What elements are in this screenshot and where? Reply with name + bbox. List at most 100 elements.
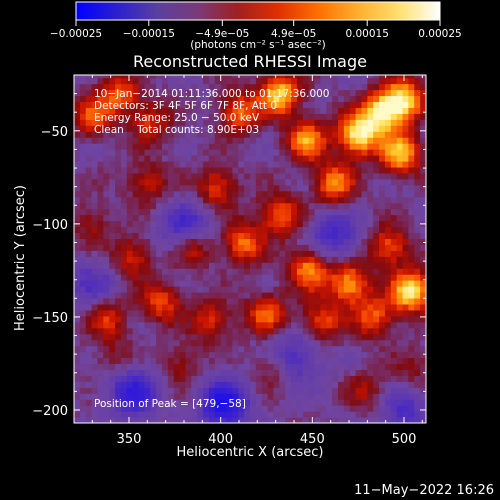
- heatmap-cell: [91, 351, 99, 359]
- heatmap-cell: [97, 327, 104, 335]
- heatmap-cell: [390, 226, 398, 234]
- heatmap-cell: [250, 345, 257, 353]
- heatmap-cell: [244, 357, 251, 365]
- heatmap-cell: [197, 250, 204, 257]
- heatmap-cell: [79, 399, 87, 406]
- heatmap-cell: [308, 303, 316, 311]
- heatmap-cell: [109, 208, 116, 216]
- heatmap-cell: [115, 208, 122, 216]
- heatmap-cell: [296, 214, 304, 222]
- heatmap-cell: [232, 107, 239, 114]
- heatmap-cell: [320, 95, 327, 103]
- heatmap-cell: [144, 375, 151, 382]
- heatmap-cell: [402, 405, 409, 412]
- heatmap-cell: [197, 172, 204, 180]
- heatmap-cell: [74, 107, 81, 114]
- heatmap-cell: [150, 77, 157, 85]
- heatmap-cell: [85, 89, 93, 97]
- heatmap-cell: [291, 107, 298, 114]
- heatmap-cell: [279, 125, 286, 132]
- heatmap-cell: [414, 184, 421, 192]
- heatmap-cell: [191, 357, 198, 365]
- heatmap-cell: [208, 345, 216, 353]
- heatmap-cell: [338, 95, 345, 103]
- heatmap-cell: [302, 166, 310, 174]
- heatmap-cell: [296, 226, 304, 234]
- heatmap-cell: [162, 160, 169, 168]
- heatmap-cell: [379, 131, 386, 138]
- heatmap-cell: [273, 387, 280, 394]
- heatmap-cell: [185, 89, 192, 97]
- heatmap-cell: [420, 327, 426, 335]
- heatmap-cell: [203, 214, 210, 222]
- heatmap-cell: [314, 321, 321, 329]
- heatmap-cell: [185, 190, 192, 198]
- heatmap-cell: [197, 155, 204, 162]
- heatmap-cell: [261, 411, 269, 418]
- heatmap-cell: [332, 393, 339, 400]
- heatmap-cell: [343, 220, 351, 228]
- heatmap-cell: [197, 95, 204, 103]
- heatmap-cell: [191, 363, 198, 371]
- heatmap-cell: [214, 399, 222, 406]
- heatmap-cell: [384, 250, 392, 257]
- heatmap-cell: [91, 339, 99, 347]
- heatmap-cell: [414, 89, 421, 97]
- heatmap-cell: [156, 131, 163, 138]
- heatmap-cell: [414, 405, 421, 412]
- heatmap-cell: [197, 351, 204, 359]
- heatmap-cell: [390, 143, 398, 150]
- heatmap-cell: [214, 232, 222, 239]
- heatmap-cell: [97, 155, 104, 162]
- heatmap-cell: [338, 339, 345, 347]
- heatmap-cell: [291, 77, 298, 85]
- heatmap-cell: [103, 327, 110, 335]
- heatmap-cell: [79, 107, 87, 114]
- heatmap-cell: [197, 77, 204, 85]
- heatmap-cell: [420, 178, 426, 186]
- heatmap-cell: [79, 160, 87, 168]
- heatmap-cell: [185, 327, 192, 335]
- heatmap-cell: [426, 262, 432, 269]
- heatmap-cell: [367, 244, 374, 251]
- heatmap-cell: [302, 107, 310, 114]
- heatmap-cell: [120, 160, 128, 168]
- heatmap-cell: [255, 274, 263, 281]
- heatmap-cell: [173, 250, 181, 257]
- heatmap-cell: [373, 208, 380, 216]
- heatmap-cell: [302, 137, 310, 144]
- heatmap-cell: [384, 77, 392, 85]
- heatmap-cell: [296, 387, 304, 394]
- heatmap-cell: [267, 137, 275, 144]
- heatmap-cell: [261, 250, 269, 257]
- y-tick-labels: −50−100−150−200: [32, 125, 68, 419]
- heatmap-cell: [255, 405, 263, 412]
- heatmap-cell: [326, 363, 333, 371]
- heatmap-cell: [173, 333, 181, 341]
- heatmap-cell: [355, 220, 363, 228]
- heatmap-cell: [332, 303, 339, 311]
- heatmap-cell: [103, 256, 110, 263]
- heatmap-cell: [238, 375, 245, 382]
- heatmap-cell: [179, 321, 187, 329]
- heatmap-cell: [144, 95, 151, 103]
- heatmap-cell: [115, 149, 122, 156]
- heatmap-cell: [244, 286, 251, 293]
- heatmap-cell: [414, 190, 421, 198]
- heatmap-cell: [173, 232, 181, 239]
- heatmap-cell: [97, 166, 104, 174]
- heatmap-cell: [361, 95, 368, 103]
- heatmap-cell: [185, 309, 192, 317]
- heatmap-cell: [332, 137, 339, 144]
- heatmap-cell: [285, 274, 292, 281]
- heatmap-cell: [414, 125, 421, 132]
- heatmap-cell: [138, 405, 145, 412]
- heatmap-cell: [320, 369, 327, 376]
- heatmap-cell: [426, 286, 432, 293]
- heatmap-cell: [226, 178, 233, 186]
- heatmap-cell: [255, 333, 263, 341]
- heatmap-cell: [338, 411, 345, 418]
- colorbar-tick-label: 0.00015: [345, 28, 388, 40]
- heatmap-cell: [220, 363, 228, 371]
- heatmap-cell: [396, 226, 404, 234]
